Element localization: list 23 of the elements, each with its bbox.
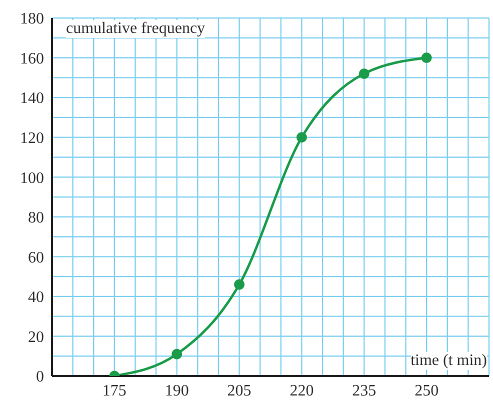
x-tick-label: 175: [102, 382, 126, 400]
point: [296, 132, 307, 143]
point: [358, 68, 370, 79]
y-tick-label: 20: [28, 328, 44, 346]
x-axis-title: time (t min): [410, 352, 487, 370]
y-tick-label: 120: [20, 130, 44, 148]
x-tick-label: 205: [227, 382, 252, 400]
y-tick-label: 180: [20, 10, 44, 28]
y-tick-label: 80: [28, 210, 44, 227]
x-tick-label: 235: [352, 382, 376, 400]
point: [421, 52, 432, 64]
y-tick-label: 100: [20, 170, 44, 187]
point: [172, 348, 182, 360]
y-tick-label: 0: [36, 368, 44, 386]
point: [234, 279, 245, 290]
y-tick-label: 140: [20, 90, 44, 108]
x-tick-label: 250: [414, 382, 439, 400]
y-tick-label: 40: [28, 289, 44, 306]
y-tick-label: 60: [28, 249, 44, 266]
y-tick-label: 160: [20, 50, 44, 68]
x-tick-label: 190: [164, 382, 189, 400]
x-tick-label: 220: [290, 382, 314, 400]
y-axis-title: cumulative frequency: [66, 20, 206, 38]
